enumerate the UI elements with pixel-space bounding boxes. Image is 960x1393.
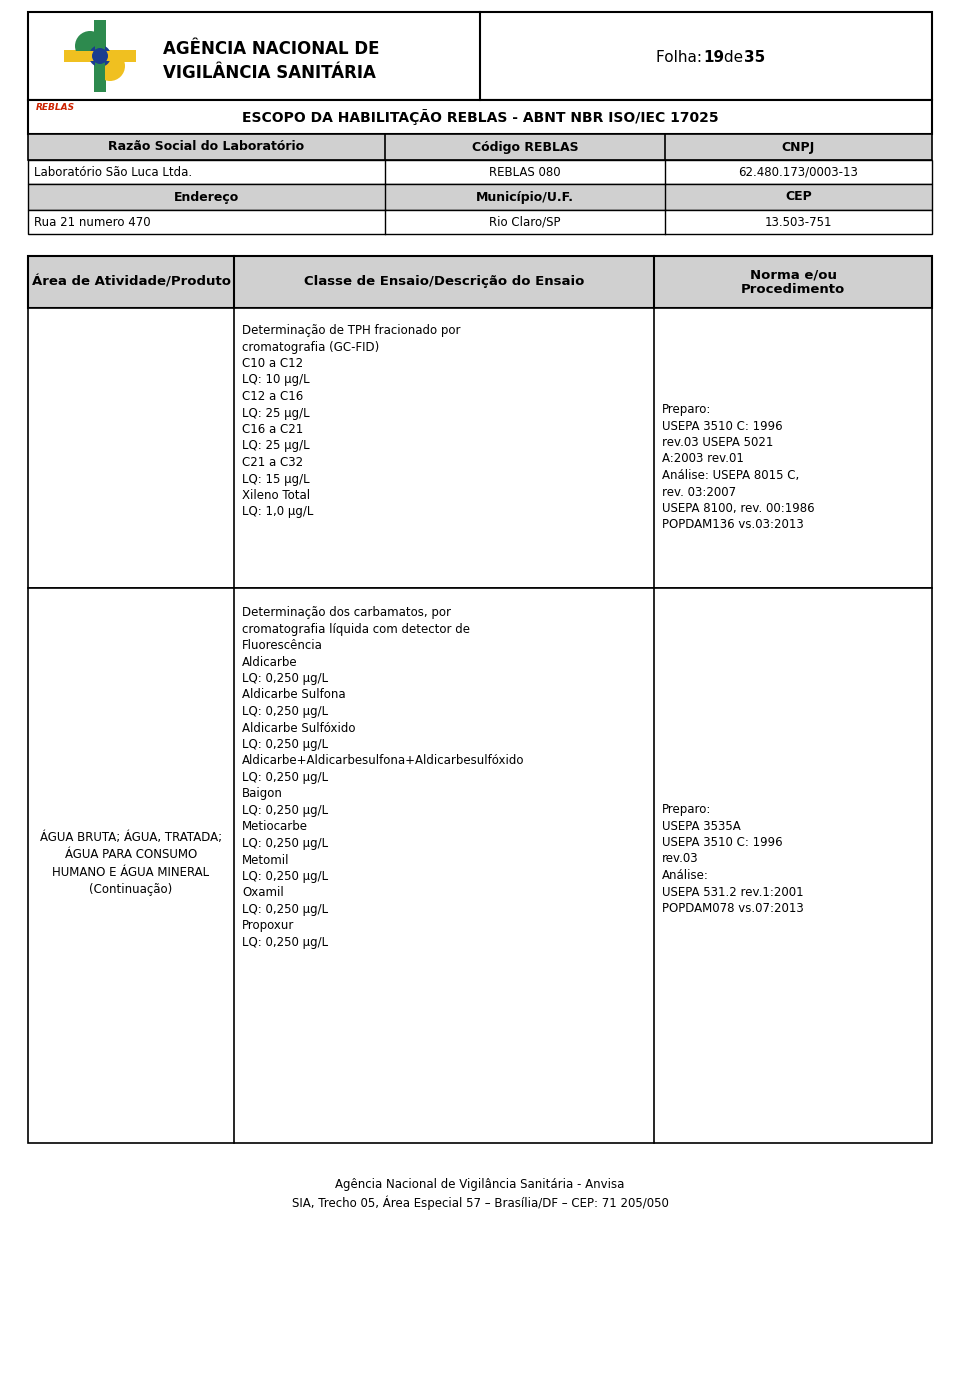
Text: Agência Nacional de Vigilância Sanitária - Anvisa: Agência Nacional de Vigilância Sanitária… <box>335 1178 625 1191</box>
Text: REBLAS 080: REBLAS 080 <box>490 166 561 178</box>
Text: Folha:: Folha: <box>656 50 707 65</box>
Text: Análise:: Análise: <box>662 869 708 882</box>
Text: C21 a C32: C21 a C32 <box>242 456 303 469</box>
Bar <box>28 210 932 234</box>
Text: Baigon: Baigon <box>242 787 283 801</box>
Text: C10 a C12: C10 a C12 <box>242 357 303 371</box>
Text: rev.03 USEPA 5021: rev.03 USEPA 5021 <box>662 436 774 449</box>
Text: POPDAM078 vs.07:2013: POPDAM078 vs.07:2013 <box>662 903 804 915</box>
Bar <box>28 13 932 100</box>
Text: LQ: 0,250 µg/L: LQ: 0,250 µg/L <box>242 738 328 751</box>
Text: LQ: 0,250 µg/L: LQ: 0,250 µg/L <box>242 671 328 685</box>
Bar <box>95 22 105 91</box>
Text: LQ: 0,250 µg/L: LQ: 0,250 µg/L <box>242 770 328 784</box>
Text: ÁGUA PARA CONSUMO: ÁGUA PARA CONSUMO <box>65 848 197 861</box>
Text: Rio Claro/SP: Rio Claro/SP <box>490 216 561 228</box>
Text: C12 a C16: C12 a C16 <box>242 390 303 403</box>
Text: AGÊNCIA NACIONAL DE: AGÊNCIA NACIONAL DE <box>163 40 379 59</box>
Text: (Continuação): (Continuação) <box>89 883 173 896</box>
Text: Metiocarbe: Metiocarbe <box>242 820 308 833</box>
Text: LQ: 0,250 µg/L: LQ: 0,250 µg/L <box>242 837 328 850</box>
Text: 13.503-751: 13.503-751 <box>765 216 832 228</box>
Text: Preparo:: Preparo: <box>662 802 711 816</box>
Text: LQ: 0,250 µg/L: LQ: 0,250 µg/L <box>242 871 328 883</box>
Bar <box>66 52 134 61</box>
Text: LQ: 0,250 µg/L: LQ: 0,250 µg/L <box>242 804 328 818</box>
Text: Laboratório São Luca Ltda.: Laboratório São Luca Ltda. <box>34 166 192 178</box>
Text: LQ: 10 µg/L: LQ: 10 µg/L <box>242 373 310 386</box>
Text: Análise: USEPA 8015 C,: Análise: USEPA 8015 C, <box>662 469 800 482</box>
Text: de: de <box>719 50 748 65</box>
Text: Preparo:: Preparo: <box>662 403 711 417</box>
Text: USEPA 531.2 rev.1:2001: USEPA 531.2 rev.1:2001 <box>662 886 804 898</box>
Text: Aldicarbe Sulfona: Aldicarbe Sulfona <box>242 688 346 702</box>
Ellipse shape <box>89 45 111 67</box>
Text: 62.480.173/0003-13: 62.480.173/0003-13 <box>738 166 858 178</box>
Text: SIA, Trecho 05, Área Especial 57 – Brasília/DF – CEP: 71 205/050: SIA, Trecho 05, Área Especial 57 – Brasí… <box>292 1197 668 1211</box>
Text: USEPA 3535A: USEPA 3535A <box>662 819 741 833</box>
Bar <box>28 588 932 1144</box>
Text: C16 a C21: C16 a C21 <box>242 423 303 436</box>
Text: ÁGUA BRUTA; ÁGUA, TRATADA;: ÁGUA BRUTA; ÁGUA, TRATADA; <box>40 832 222 844</box>
Text: Classe de Ensaio/Descrição do Ensaio: Classe de Ensaio/Descrição do Ensaio <box>303 276 585 288</box>
Ellipse shape <box>75 31 105 61</box>
Bar <box>28 100 932 134</box>
Text: LQ: 15 µg/L: LQ: 15 µg/L <box>242 472 310 486</box>
Text: Área de Atividade/Produto: Área de Atividade/Produto <box>32 276 230 288</box>
Ellipse shape <box>92 47 108 64</box>
Text: Fluorescência: Fluorescência <box>242 639 323 652</box>
Text: Determinação dos carbamatos, por: Determinação dos carbamatos, por <box>242 606 451 618</box>
Text: POPDAM136 vs.03:2013: POPDAM136 vs.03:2013 <box>662 518 804 532</box>
Text: REBLAS: REBLAS <box>36 103 75 111</box>
Text: LQ: 1,0 µg/L: LQ: 1,0 µg/L <box>242 506 313 518</box>
Text: A:2003 rev.01: A:2003 rev.01 <box>662 453 744 465</box>
Ellipse shape <box>95 52 125 81</box>
Text: VIGILÂNCIA SANITÁRIA: VIGILÂNCIA SANITÁRIA <box>163 64 376 82</box>
Text: rev. 03:2007: rev. 03:2007 <box>662 486 736 499</box>
Text: Código REBLAS: Código REBLAS <box>471 141 578 153</box>
Text: LQ: 0,250 µg/L: LQ: 0,250 µg/L <box>242 903 328 917</box>
Text: LQ: 0,250 µg/L: LQ: 0,250 µg/L <box>242 705 328 717</box>
Text: 19: 19 <box>703 50 724 65</box>
Text: 35: 35 <box>744 50 765 65</box>
Text: cromatografia (GC-FID): cromatografia (GC-FID) <box>242 340 379 354</box>
Bar <box>28 256 932 308</box>
Text: Xileno Total: Xileno Total <box>242 489 310 501</box>
Text: Determinação de TPH fracionado por: Determinação de TPH fracionado por <box>242 325 461 337</box>
Text: Metomil: Metomil <box>242 854 290 866</box>
Text: ESCOPO DA HABILITAÇÃO REBLAS - ABNT NBR ISO/IEC 17025: ESCOPO DA HABILITAÇÃO REBLAS - ABNT NBR … <box>242 109 718 125</box>
Text: USEPA 8100, rev. 00:1986: USEPA 8100, rev. 00:1986 <box>662 501 815 515</box>
Bar <box>28 134 932 160</box>
Text: LQ: 25 µg/L: LQ: 25 µg/L <box>242 407 310 419</box>
Text: Município/U.F.: Município/U.F. <box>476 191 574 203</box>
Bar <box>64 50 136 63</box>
Text: Propoxur: Propoxur <box>242 919 295 932</box>
Text: LQ: 0,250 µg/L: LQ: 0,250 µg/L <box>242 936 328 949</box>
Text: CNPJ: CNPJ <box>781 141 815 153</box>
Text: cromatografia líquida com detector de: cromatografia líquida com detector de <box>242 623 470 635</box>
Text: HUMANO E ÁGUA MINERAL: HUMANO E ÁGUA MINERAL <box>53 865 209 879</box>
Text: Oxamil: Oxamil <box>242 886 284 900</box>
Text: CEP: CEP <box>785 191 812 203</box>
Text: Rua 21 numero 470: Rua 21 numero 470 <box>34 216 151 228</box>
Bar <box>28 184 932 210</box>
Bar <box>94 20 106 92</box>
Text: Aldicarbe+Aldicarbesulfona+Aldicarbesulfóxido: Aldicarbe+Aldicarbesulfona+Aldicarbesulf… <box>242 755 524 768</box>
Text: Razão Social do Laboratório: Razão Social do Laboratório <box>108 141 304 153</box>
Text: LQ: 25 µg/L: LQ: 25 µg/L <box>242 440 310 453</box>
Text: Aldicarbe Sulfóxido: Aldicarbe Sulfóxido <box>242 722 355 734</box>
Text: USEPA 3510 C: 1996: USEPA 3510 C: 1996 <box>662 419 782 432</box>
Text: USEPA 3510 C: 1996: USEPA 3510 C: 1996 <box>662 836 782 848</box>
Text: Endereço: Endereço <box>174 191 239 203</box>
Text: Aldicarbe: Aldicarbe <box>242 656 298 669</box>
Bar <box>28 308 932 588</box>
Bar <box>28 160 932 184</box>
Text: rev.03: rev.03 <box>662 853 699 865</box>
Text: Norma e/ou
Procedimento: Norma e/ou Procedimento <box>741 267 845 295</box>
